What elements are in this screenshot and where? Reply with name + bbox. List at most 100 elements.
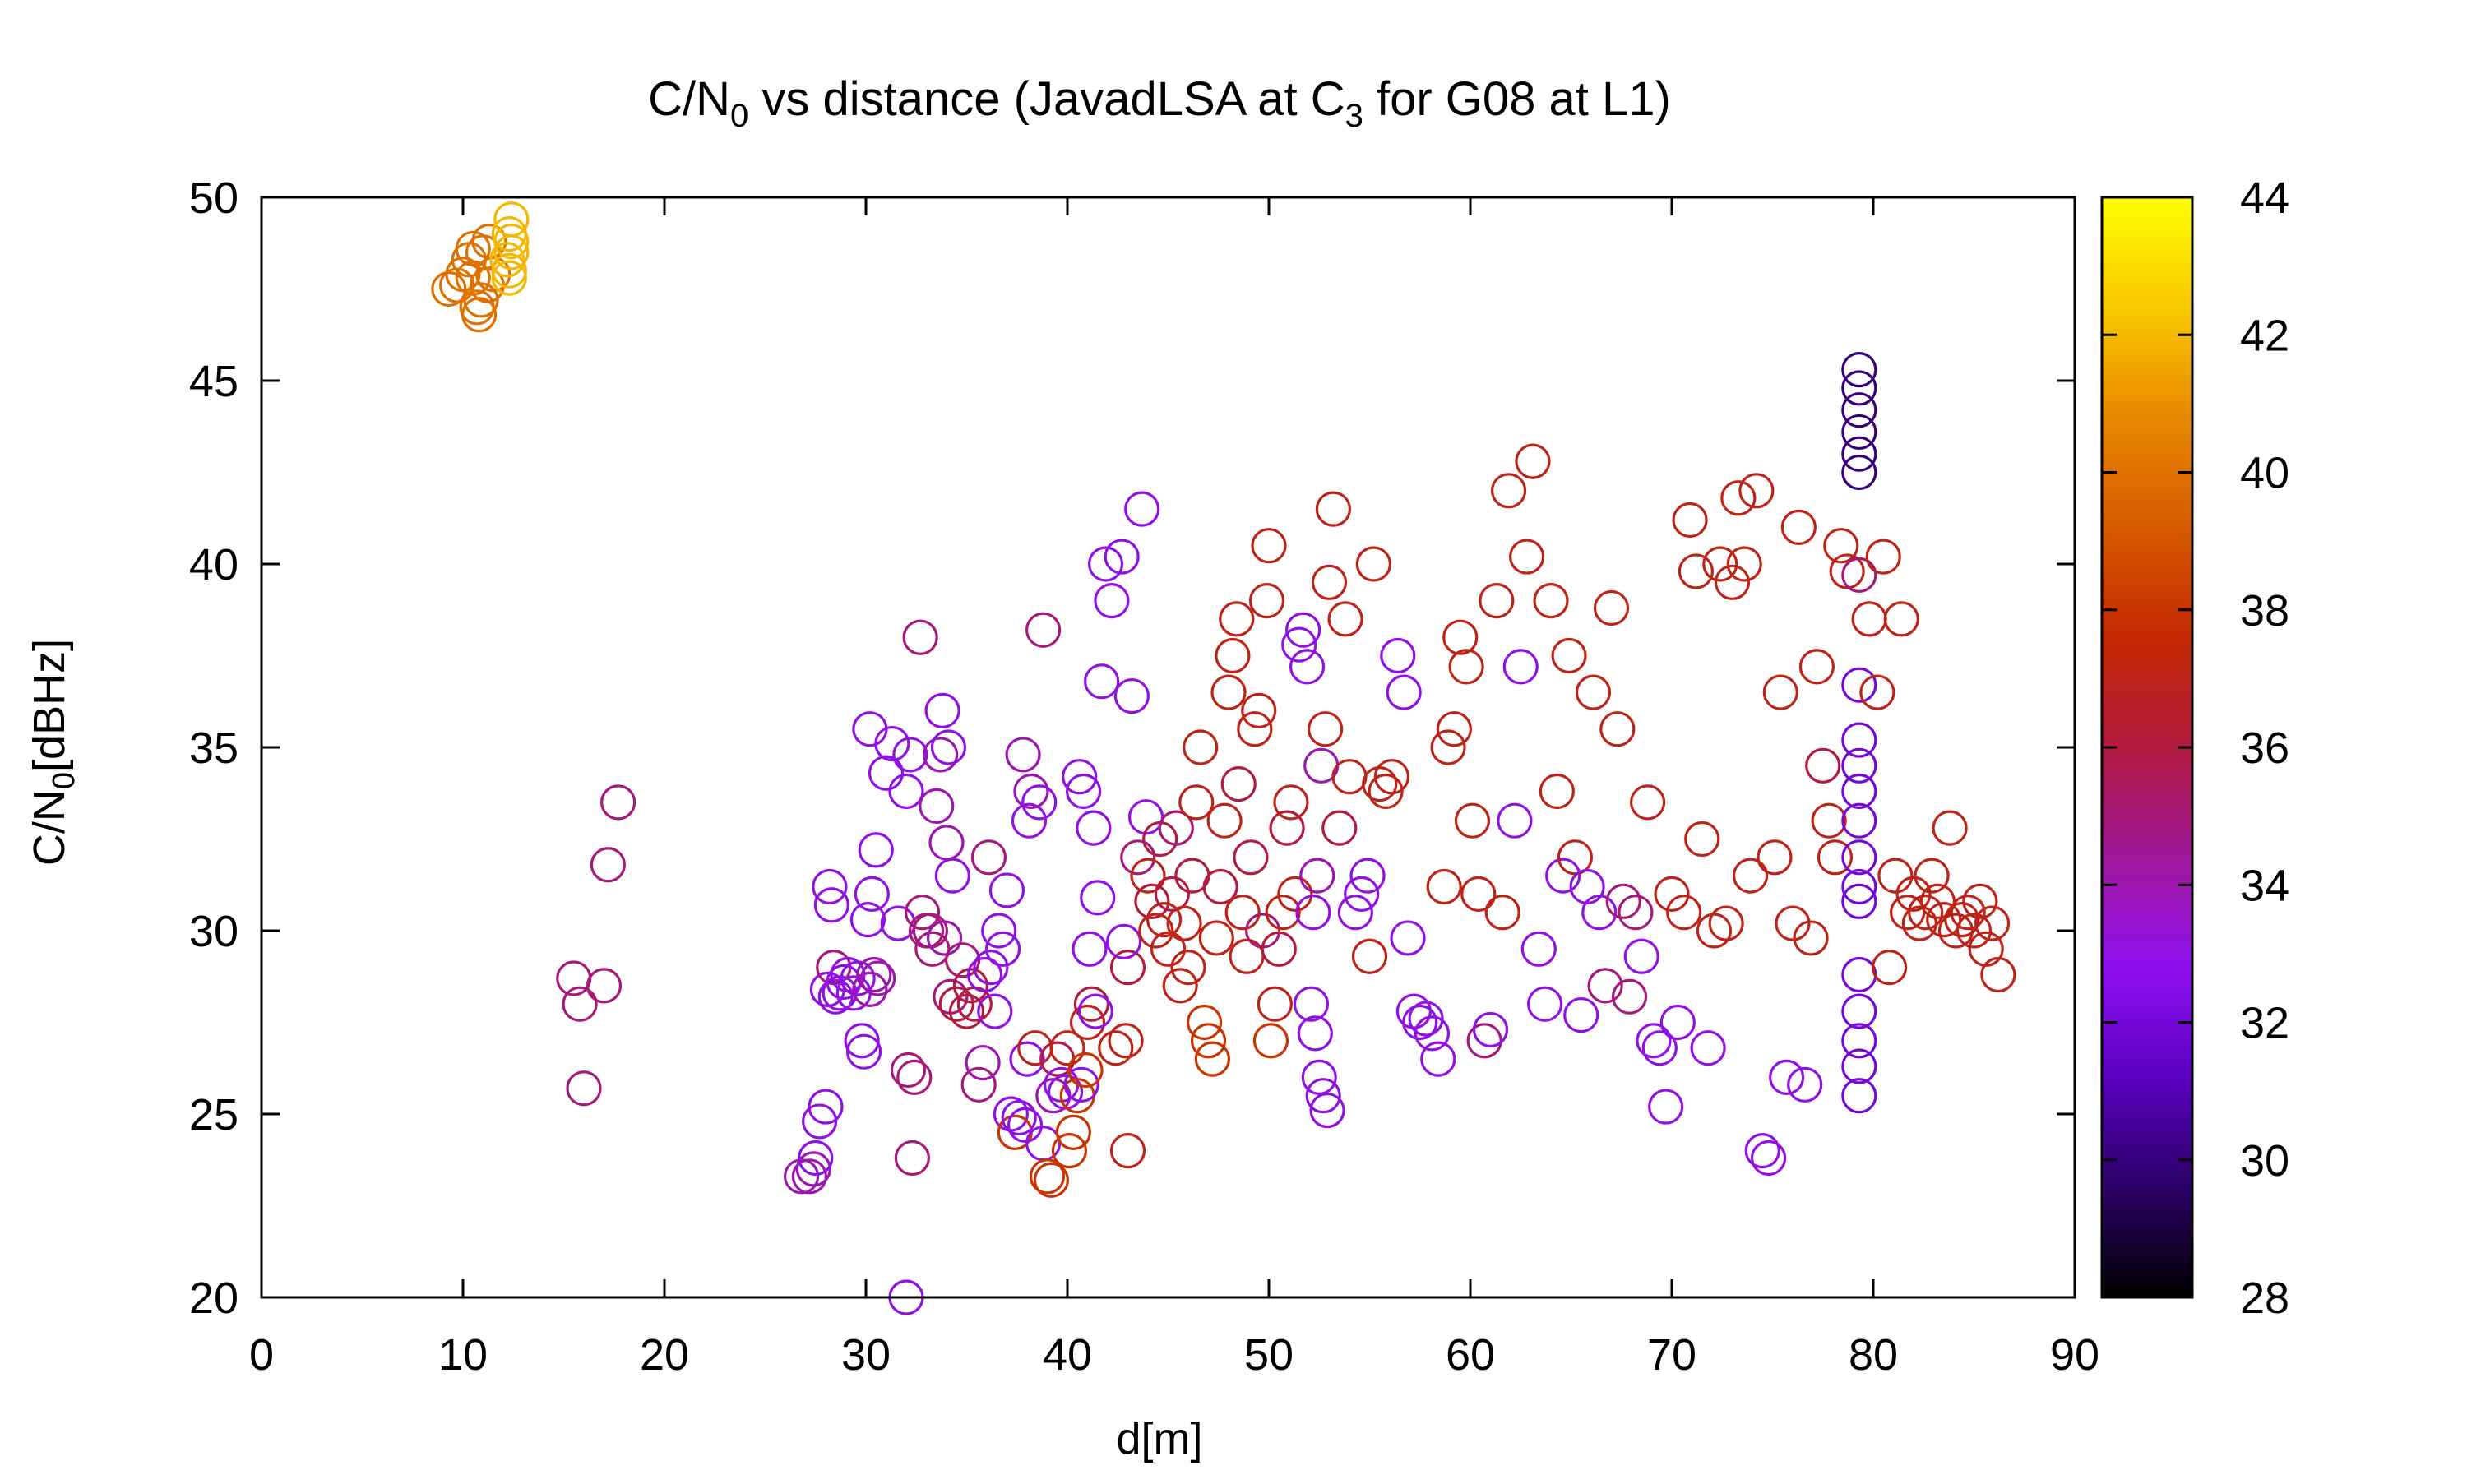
data-point	[1087, 546, 1124, 582]
data-point	[1402, 1004, 1438, 1041]
data-point	[1690, 1030, 1726, 1066]
data-point	[930, 729, 967, 765]
colorbar-tick-label: 44	[2240, 173, 2289, 223]
data-point	[849, 902, 886, 938]
data-point	[1956, 913, 1993, 949]
data-point	[1220, 765, 1257, 802]
y-tick-label: 20	[189, 1274, 238, 1323]
data-point	[868, 755, 905, 791]
data-point	[1629, 784, 1666, 821]
data-point	[783, 1158, 820, 1195]
data-point	[1297, 1015, 1333, 1052]
data-point	[1202, 868, 1238, 905]
data-point	[1257, 986, 1293, 1022]
data-point	[1080, 880, 1116, 916]
data-point	[1841, 436, 1877, 472]
data-point	[1678, 553, 1714, 589]
data-point	[924, 692, 960, 729]
data-point	[1380, 637, 1416, 674]
data-point	[463, 282, 499, 318]
data-point	[1533, 582, 1569, 619]
colorbar-tick-label: 28	[2240, 1274, 2289, 1323]
data-point	[1479, 582, 1515, 619]
data-point	[1484, 895, 1520, 931]
data-point	[1545, 858, 1581, 894]
y-tick-label: 30	[189, 907, 238, 956]
data-point	[1331, 759, 1368, 795]
data-point	[1309, 1092, 1345, 1129]
data-point	[854, 876, 890, 913]
data-point	[1166, 905, 1202, 941]
data-point	[928, 825, 965, 861]
data-point	[1076, 810, 1112, 846]
data-point	[1877, 858, 1914, 894]
data-point	[802, 1103, 838, 1140]
data-point	[1702, 546, 1738, 582]
data-point	[1841, 722, 1877, 758]
data-point	[1351, 938, 1388, 974]
y-tick-label: 50	[189, 173, 238, 223]
data-point	[965, 1044, 1001, 1081]
data-point	[860, 960, 896, 996]
data-point	[1420, 1041, 1456, 1077]
data-point	[1072, 931, 1108, 967]
data-point	[1599, 711, 1636, 747]
data-point	[1841, 414, 1877, 451]
data-point	[1007, 1107, 1044, 1143]
data-point	[844, 1023, 880, 1059]
x-axis-label: d[m]	[1116, 1414, 1202, 1463]
data-point	[1974, 905, 2011, 941]
data-point	[1098, 1030, 1134, 1066]
colorbar: 28 30 32 34 36 38 40 42 44	[2100, 173, 2289, 1323]
data-point	[1841, 1048, 1877, 1084]
data-point	[431, 270, 467, 307]
data-point	[1299, 858, 1335, 894]
data-point	[1124, 491, 1160, 527]
data-point	[1696, 913, 1733, 949]
data-point	[1811, 802, 1847, 839]
data-point	[455, 230, 491, 267]
data-point	[845, 1033, 882, 1070]
data-point	[1611, 978, 1648, 1015]
data-point	[1841, 773, 1877, 810]
data-point	[1248, 582, 1285, 619]
data-point	[1442, 619, 1479, 655]
data-point	[1714, 564, 1751, 600]
data-point	[1146, 902, 1183, 938]
data-point	[1841, 993, 1877, 1029]
data-point	[491, 252, 527, 289]
data-point	[1859, 674, 1895, 710]
data-point	[1109, 949, 1146, 986]
colorbar-tick-label: 30	[2240, 1136, 2289, 1186]
data-point	[894, 1140, 930, 1177]
data-point	[1659, 1004, 1696, 1041]
data-point	[1738, 473, 1775, 509]
data-point	[1138, 913, 1174, 949]
x-tick-label: 90	[2050, 1330, 2099, 1380]
data-point	[1732, 858, 1769, 894]
data-point	[1654, 876, 1690, 913]
data-point	[1841, 557, 1877, 593]
data-point	[1067, 1052, 1104, 1089]
data-point	[1170, 949, 1206, 986]
data-point	[1508, 539, 1545, 575]
data-point	[1726, 546, 1762, 582]
data-point	[1851, 601, 1887, 637]
y-tick-label: 45	[189, 357, 238, 406]
data-point	[1472, 1011, 1509, 1048]
data-point	[904, 895, 941, 931]
data-point	[1289, 649, 1326, 685]
data-point	[1744, 1132, 1780, 1169]
data-point	[1158, 810, 1194, 846]
data-point	[1527, 986, 1563, 1022]
x-tick-label: 80	[1849, 1330, 1898, 1380]
data-point	[948, 993, 985, 1029]
data-point	[1581, 895, 1618, 931]
data-point	[1063, 1066, 1099, 1103]
data-point	[1666, 895, 1702, 931]
data-point	[798, 1140, 834, 1177]
axes-layer: 0 10 20 30 40 50 60 70 80 90 20 25 30 35 40 45 50	[189, 173, 2099, 1380]
data-point	[1134, 883, 1170, 919]
data-point	[1252, 1023, 1289, 1059]
